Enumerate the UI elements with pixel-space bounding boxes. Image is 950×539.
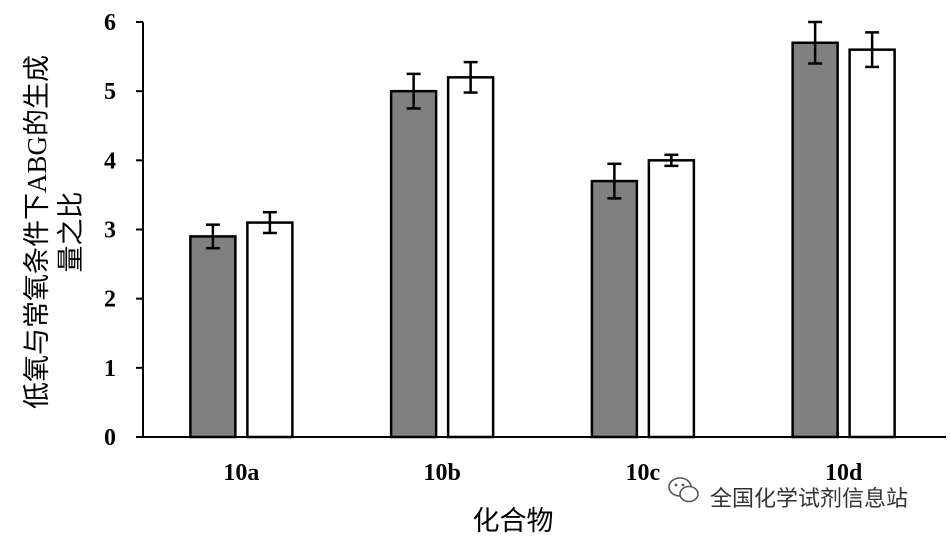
bar bbox=[791, 41, 839, 439]
wechat-icon bbox=[668, 477, 699, 503]
y-tick-label: 4 bbox=[104, 148, 116, 174]
error-bars bbox=[205, 20, 880, 250]
y-tick-label: 3 bbox=[104, 218, 116, 244]
bar bbox=[590, 179, 639, 439]
category-labels: 10a 10b 10c 10d bbox=[223, 460, 863, 486]
watermark-text: 全国化学试剂信息站 bbox=[710, 486, 908, 511]
category-label: 10a bbox=[223, 460, 259, 486]
y-tick-label: 5 bbox=[104, 79, 116, 105]
bar bbox=[189, 235, 237, 439]
bar bbox=[446, 76, 495, 439]
y-tick-label: 6 bbox=[104, 10, 116, 36]
x-axis-label: 化合物 bbox=[473, 506, 554, 536]
y-axis-label-line-2: 量之比 bbox=[56, 192, 86, 273]
watermark: 全国化学试剂信息站 bbox=[668, 477, 908, 511]
y-axis-label: 低氧与常氧条件下ABG的生成 量之比 bbox=[22, 55, 86, 409]
y-tick-label: 0 bbox=[104, 425, 116, 451]
bar bbox=[389, 89, 438, 439]
category-label: 10c bbox=[626, 460, 661, 486]
category-label: 10b bbox=[423, 460, 460, 486]
bar bbox=[246, 221, 294, 439]
bar bbox=[647, 159, 696, 439]
bars bbox=[189, 41, 896, 439]
y-tick-label: 1 bbox=[104, 356, 116, 382]
y-ticks: 0 1 2 3 4 5 6 bbox=[104, 10, 143, 451]
y-axis-label-line-1: 低氧与常氧条件下ABG的生成 bbox=[22, 55, 52, 409]
category-label: 10d bbox=[825, 460, 863, 486]
y-tick-label: 2 bbox=[104, 287, 116, 313]
bar bbox=[848, 48, 896, 439]
